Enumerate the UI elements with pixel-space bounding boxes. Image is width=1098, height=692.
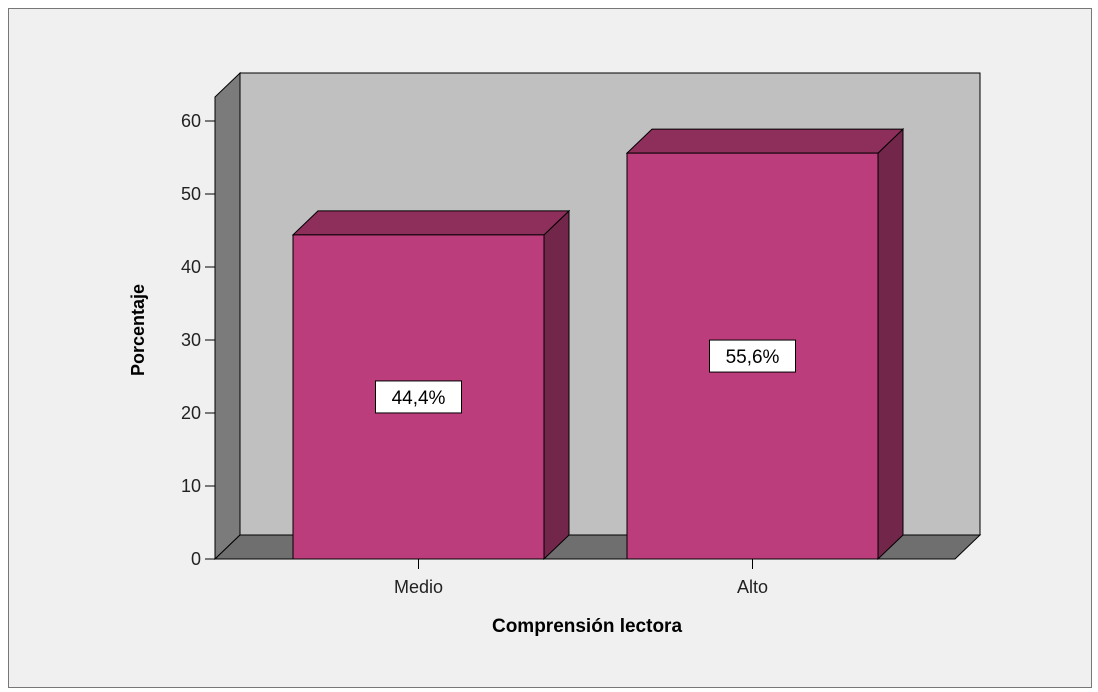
side-wall [214,71,241,561]
x-tick-label: Alto [737,577,768,597]
y-tick-label: 40 [181,257,201,277]
bar-side [877,127,904,561]
bar-side [543,209,570,561]
bar-top [625,128,905,154]
data-label: 55,6% [726,347,780,368]
x-axis: Medio Alto [215,558,955,597]
y-tick-label: 0 [191,549,201,569]
x-tick-label: Medio [394,577,443,597]
y-axis-title: Porcentaje [128,284,148,376]
bar-medio: 44,4% [291,209,571,561]
x-axis-title: Comprensión lectora [492,616,682,637]
data-label: 44,4% [392,388,446,409]
data-label-box [375,380,462,414]
y-tick-label: 50 [181,184,201,204]
data-label-box [709,339,796,373]
y-tick-label: 10 [181,476,201,496]
y-tick-label: 20 [181,403,201,423]
bar-top [291,210,571,236]
y-tick-label: 60 [181,111,201,131]
y-tick-label: 30 [181,330,201,350]
bar-alto: 55,6% [625,127,905,561]
y-axis: 0 10 20 30 40 50 60 [181,97,216,569]
bars-group: 44,4% 55,6% [291,127,905,561]
